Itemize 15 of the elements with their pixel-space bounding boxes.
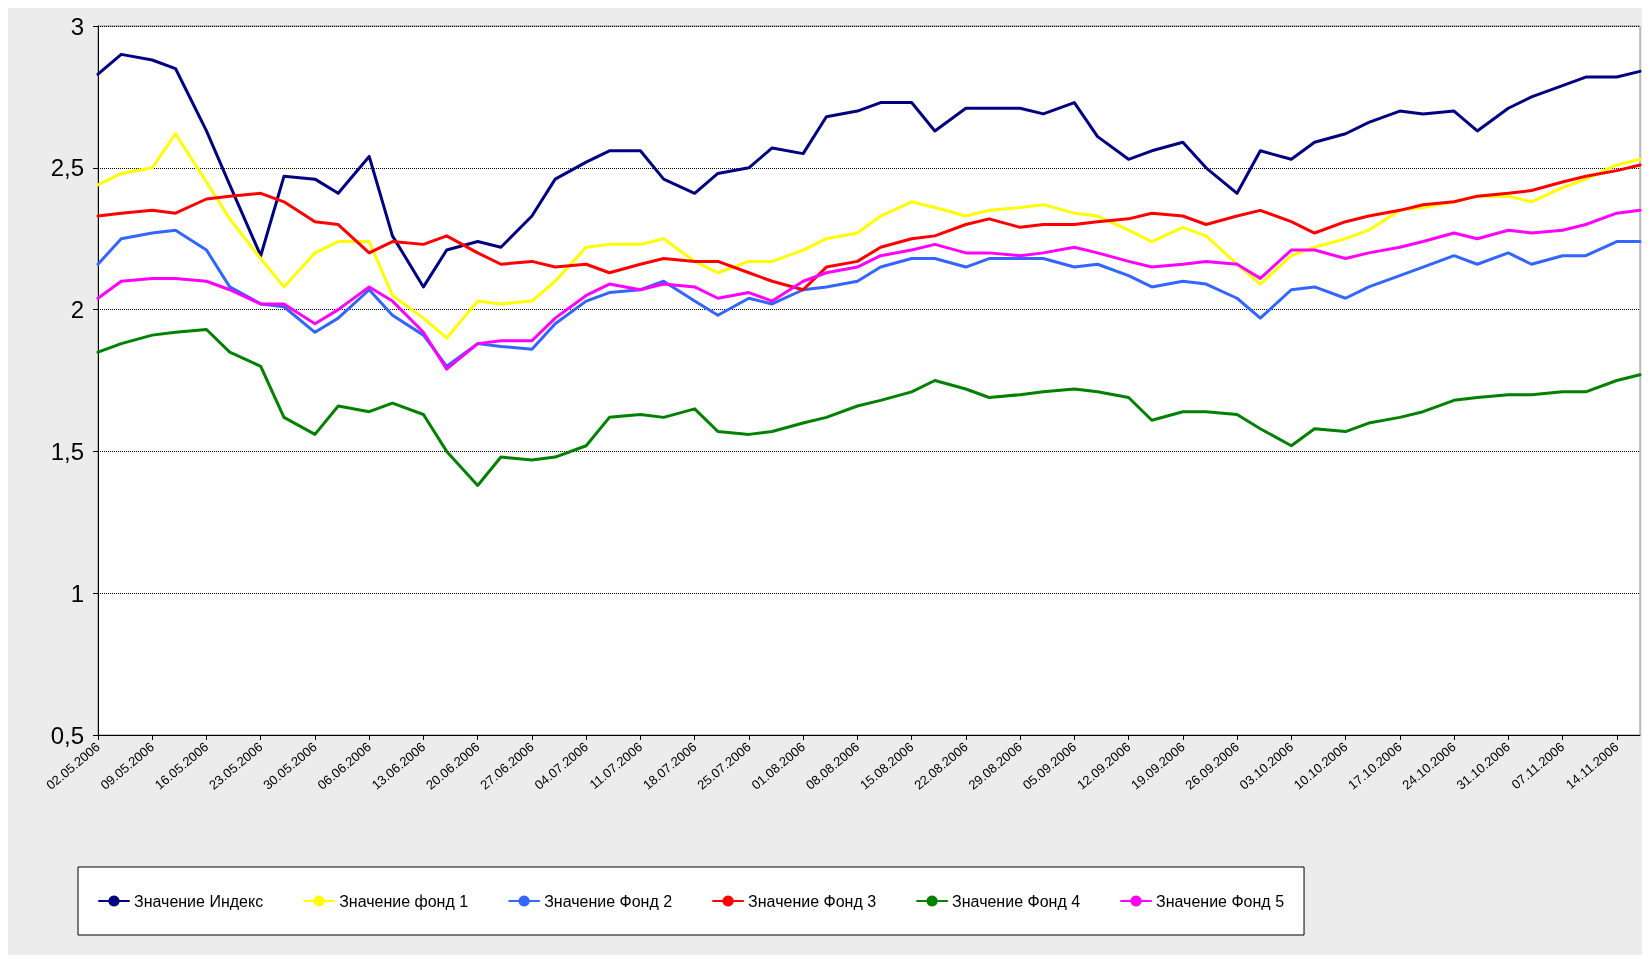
legend-label: Значение Индекс <box>134 892 264 910</box>
y-tick-label: 2,5 <box>50 154 84 182</box>
legend-label: Значение Фонд 3 <box>748 892 877 910</box>
legend-label: Значение Фонд 5 <box>1156 892 1285 910</box>
line-series <box>96 163 1642 292</box>
line-series <box>96 52 1642 289</box>
y-tick-label: 3 <box>70 12 84 40</box>
legend-label: Значение Фонд 2 <box>544 892 673 910</box>
line-series <box>96 132 1642 340</box>
y-tick-label: 1 <box>70 579 84 607</box>
y-tick-label: 1,5 <box>50 437 84 465</box>
line-series <box>96 327 1642 487</box>
legend-label: Значение фонд 1 <box>339 892 469 910</box>
legend-label: Значение Фонд 4 <box>952 892 1081 910</box>
y-tick-label: 2 <box>70 296 84 324</box>
